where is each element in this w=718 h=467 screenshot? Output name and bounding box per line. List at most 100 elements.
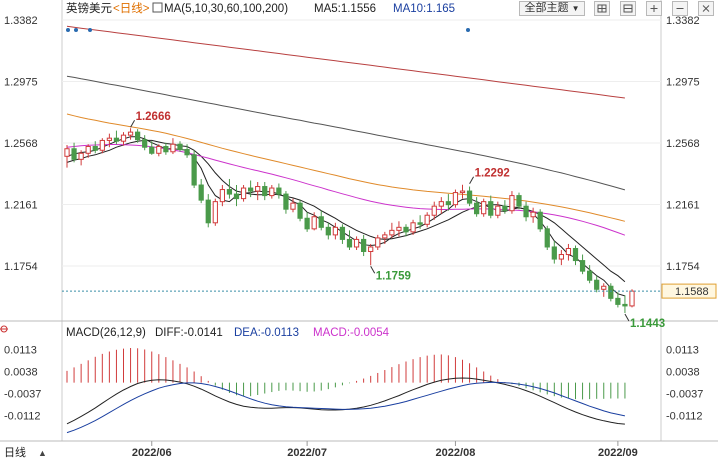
event-marker-dot[interactable]	[466, 28, 470, 32]
ma-params-label: MA(5,10,30,60,100,200)	[164, 3, 288, 15]
candle-body-down	[551, 246, 557, 260]
candlestick[interactable]	[622, 295, 628, 314]
candlestick[interactable]	[608, 283, 614, 302]
candle-body-down	[339, 226, 346, 240]
candlestick[interactable]	[92, 141, 98, 154]
candlestick[interactable]	[516, 192, 522, 210]
candlestick[interactable]	[120, 132, 127, 146]
candlestick[interactable]	[594, 275, 600, 293]
theme-selector-button[interactable]: 全部主题 ▼	[519, 1, 585, 16]
period-button-label[interactable]: 日线	[4, 445, 26, 459]
candlestick[interactable]	[276, 183, 282, 199]
candlestick[interactable]	[297, 200, 303, 222]
candlestick[interactable]	[459, 184, 466, 199]
candlestick[interactable]	[240, 185, 247, 202]
crosshair-icon[interactable]	[0, 325, 8, 333]
candlestick[interactable]	[269, 185, 275, 199]
caret-up-icon[interactable]: ▲	[38, 448, 47, 458]
candlestick[interactable]	[106, 133, 112, 148]
candlestick[interactable]	[191, 150, 197, 189]
candlestick[interactable]	[375, 234, 381, 250]
candlestick[interactable]	[71, 142, 77, 163]
candlestick[interactable]	[212, 198, 218, 226]
event-marker-dot[interactable]	[66, 28, 70, 32]
candlestick[interactable]	[205, 194, 211, 228]
candlestick[interactable]	[396, 221, 402, 237]
candlestick[interactable]	[438, 197, 444, 214]
event-marker-dot[interactable]	[88, 28, 92, 32]
candlestick[interactable]	[184, 144, 190, 158]
candlestick[interactable]	[283, 191, 289, 214]
candlestick[interactable]	[198, 178, 204, 204]
candlestick[interactable]	[424, 212, 430, 228]
candlestick[interactable]	[113, 130, 120, 145]
ma-toggle-icon[interactable]	[152, 2, 163, 13]
candlestick[interactable]	[262, 181, 268, 201]
candlestick[interactable]	[382, 231, 388, 244]
candlestick[interactable]	[579, 254, 586, 275]
candlestick[interactable]	[481, 198, 487, 217]
candlestick[interactable]	[290, 198, 296, 213]
candlestick[interactable]	[537, 209, 543, 232]
zoom-in-icon[interactable]	[646, 1, 662, 16]
candlestick[interactable]	[601, 283, 607, 297]
candlestick[interactable]	[629, 289, 635, 308]
candlestick[interactable]	[530, 207, 536, 223]
candlestick[interactable]	[544, 225, 550, 250]
candlestick[interactable]	[311, 212, 317, 231]
zoom-out-icon[interactable]	[672, 1, 688, 16]
candlestick[interactable]	[339, 224, 346, 244]
candlestick[interactable]	[64, 144, 70, 168]
candlestick[interactable]	[346, 230, 353, 250]
candlestick[interactable]	[353, 236, 360, 250]
candlestick[interactable]	[466, 186, 473, 207]
candlestick[interactable]	[163, 142, 169, 155]
candlestick[interactable]	[445, 194, 451, 211]
candlestick[interactable]	[248, 180, 254, 198]
candlestick[interactable]	[431, 201, 437, 220]
candlestick[interactable]	[99, 138, 105, 154]
candlestick[interactable]	[509, 191, 515, 214]
candlestick[interactable]	[78, 150, 84, 166]
candlestick[interactable]	[410, 219, 416, 235]
candlestick[interactable]	[565, 243, 572, 261]
candlestick[interactable]	[502, 200, 508, 214]
candlestick[interactable]	[85, 144, 91, 158]
candlestick[interactable]	[233, 185, 240, 207]
close-icon[interactable]	[698, 1, 714, 16]
candlestick[interactable]	[558, 249, 564, 266]
settings-icon[interactable]	[594, 1, 610, 16]
candlestick[interactable]	[170, 138, 176, 155]
candlestick[interactable]	[219, 185, 225, 207]
candlestick[interactable]	[127, 128, 134, 140]
event-marker-dot[interactable]	[74, 28, 78, 32]
candlestick[interactable]	[572, 245, 579, 266]
candlestick[interactable]	[361, 234, 367, 257]
candlestick[interactable]	[523, 201, 529, 222]
candlestick[interactable]	[474, 197, 480, 217]
candlestick[interactable]	[587, 265, 593, 284]
grid-icon[interactable]	[620, 1, 636, 16]
candlestick[interactable]	[318, 210, 324, 231]
candlestick[interactable]	[551, 240, 557, 264]
candlestick[interactable]	[135, 129, 141, 143]
candlestick[interactable]	[389, 222, 395, 238]
candlestick[interactable]	[177, 141, 183, 152]
candlestick[interactable]	[325, 222, 331, 240]
candlestick[interactable]	[452, 189, 459, 208]
candlestick[interactable]	[403, 224, 409, 237]
candlestick[interactable]	[255, 181, 261, 201]
candlestick[interactable]	[142, 135, 148, 151]
candlestick[interactable]	[156, 144, 162, 157]
candlestick[interactable]	[488, 195, 494, 219]
candlestick[interactable]	[332, 222, 338, 240]
candlestick[interactable]	[417, 215, 423, 229]
candlestick[interactable]	[149, 141, 155, 155]
candlestick[interactable]	[304, 212, 310, 232]
candlestick[interactable]	[495, 201, 501, 219]
candlestick[interactable]	[226, 178, 233, 199]
candlestick[interactable]	[615, 292, 621, 308]
candle-body-down	[502, 205, 508, 212]
period-label[interactable]: <日线>	[113, 1, 150, 15]
candlestick[interactable]	[368, 243, 374, 266]
